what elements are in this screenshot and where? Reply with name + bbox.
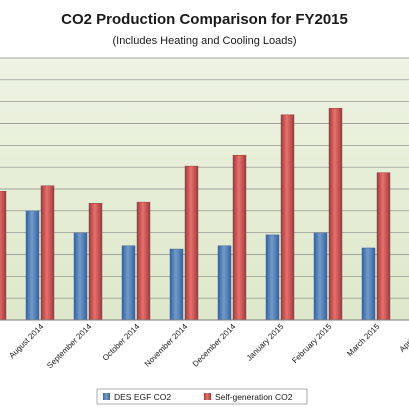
legend-swatch-self bbox=[204, 393, 211, 400]
bar-des-egf-co2 bbox=[361, 247, 376, 321]
x-tick-label: February 2015 bbox=[290, 322, 334, 366]
bar-des-egf-co2 bbox=[313, 232, 328, 321]
legend-swatch-des bbox=[103, 393, 110, 400]
bar-des-egf-co2 bbox=[265, 234, 280, 321]
bar-self-generation-co2 bbox=[88, 202, 103, 321]
bar-self-generation-co2 bbox=[184, 165, 199, 321]
legend-label-des: DES EGF CO2 bbox=[114, 392, 171, 402]
bar-self-generation-co2 bbox=[136, 201, 151, 321]
bar-self-generation-co2 bbox=[0, 190, 7, 321]
bar-self-generation-co2 bbox=[40, 185, 55, 321]
legend: DES EGF CO2 Self-generation CO2 bbox=[96, 388, 308, 405]
x-tick-label: December 2014 bbox=[191, 322, 238, 369]
bars bbox=[0, 108, 391, 321]
x-tick-label: January 2015 bbox=[245, 322, 286, 363]
bar-self-generation-co2 bbox=[232, 154, 247, 321]
x-tick-label: November 2014 bbox=[143, 322, 190, 369]
x-tick-label: September 2014 bbox=[45, 322, 94, 371]
bar-self-generation-co2 bbox=[328, 108, 343, 321]
x-tick-label: March 2015 bbox=[345, 322, 382, 359]
x-tick-labels: August 2014 September 2014 October 2014 Nov… bbox=[7, 322, 409, 371]
bar-des-egf-co2 bbox=[73, 232, 88, 321]
chart-subtitle: (Includes Heating and Cooling Loads) bbox=[112, 35, 296, 47]
legend-box bbox=[96, 388, 308, 405]
bar-des-egf-co2 bbox=[217, 245, 232, 321]
bar-des-egf-co2 bbox=[169, 248, 184, 321]
bar-des-egf-co2 bbox=[25, 210, 40, 321]
bar-des-egf-co2 bbox=[121, 245, 136, 321]
legend-label-self: Self-generation CO2 bbox=[215, 392, 293, 402]
x-tick-label: October 2014 bbox=[101, 322, 142, 363]
chart-title: CO2 Production Comparison for FY2015 bbox=[61, 11, 348, 28]
x-tick-label: August 2014 bbox=[7, 322, 46, 361]
x-tick-label: April 2015 bbox=[398, 322, 409, 354]
gridlines bbox=[0, 57, 409, 299]
bar-self-generation-co2 bbox=[376, 172, 391, 321]
bar-self-generation-co2 bbox=[280, 114, 295, 321]
